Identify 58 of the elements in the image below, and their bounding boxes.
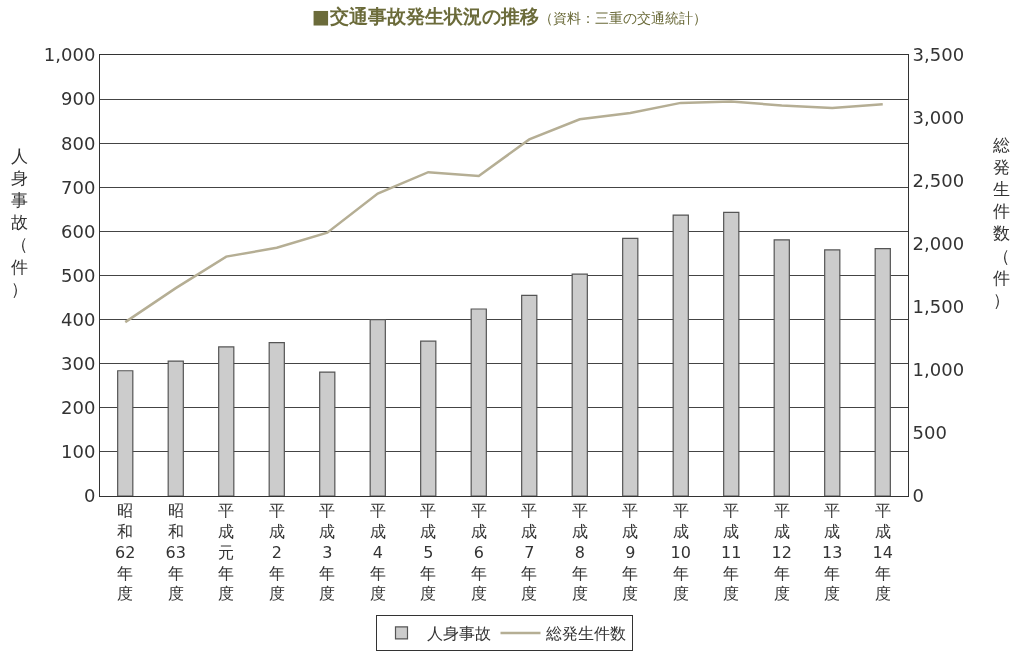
bar: [824, 249, 841, 496]
bar: [622, 237, 639, 496]
bar: [167, 360, 184, 496]
bar: [723, 211, 740, 496]
bar: [773, 239, 790, 496]
x-tick-label: 平成3年度: [319, 501, 336, 604]
y2-tick-label: 500: [912, 422, 947, 444]
x-tick-label: 平成5年度: [420, 501, 437, 604]
y2-axis-title: 総発生件数（件）: [992, 135, 1010, 310]
bar: [521, 294, 538, 496]
x-tick-label: 平成4年度: [369, 501, 386, 604]
chart-subtitle: （資料：三重の交通統計）: [538, 10, 707, 27]
x-tick-label: 平成元年度: [218, 501, 235, 604]
y-tick-label: 100: [61, 441, 96, 463]
y2-tick-label: 2,500: [912, 170, 965, 192]
y-tick-label: 400: [61, 308, 96, 330]
x-tick-label: 平成7年度: [521, 501, 538, 604]
bar: [369, 319, 386, 496]
legend-label: 人身事故: [426, 624, 491, 644]
y-tick-label: 700: [61, 176, 96, 198]
x-tick-label: 平成11年度: [721, 501, 742, 604]
y-tick-label: 600: [61, 220, 96, 242]
x-tick-label: 昭和63年度: [165, 501, 186, 604]
bar: [268, 341, 285, 496]
chart-title: ■交通事故発生状況の推移: [312, 5, 539, 28]
y2-tick-label: 2,000: [912, 233, 965, 255]
y-axis-title: 人身事故（件）: [11, 146, 28, 299]
y2-tick-label: 0: [912, 485, 925, 507]
y-tick-label: 800: [61, 132, 96, 154]
line-series: [124, 100, 884, 324]
y-tick-label: 0: [83, 485, 96, 507]
x-tick-label: 平成13年度: [822, 501, 843, 604]
y2-tick-label: 3,500: [912, 44, 965, 66]
bar: [117, 370, 134, 496]
bar: [571, 273, 588, 496]
y2-tick-label: 1,000: [912, 359, 965, 381]
legend-label: 総発生件数: [544, 624, 626, 644]
y-tick-label: 900: [61, 88, 96, 110]
x-tick-label: 平成9年度: [622, 501, 639, 604]
bar: [218, 346, 235, 496]
x-tick-label: 平成12年度: [771, 501, 792, 604]
y2-tick-label: 1,500: [912, 296, 965, 318]
y-tick-label: 200: [61, 397, 96, 419]
y-tick-label: 300: [61, 353, 96, 374]
x-tick-label: 昭和62年度: [115, 501, 136, 604]
bar: [319, 371, 336, 496]
x-tick-label: 平成6年度: [470, 501, 487, 604]
x-tick-label: 平成10年度: [670, 501, 691, 604]
bar: [874, 248, 891, 496]
bar: [672, 214, 689, 496]
y2-tick-label: 3,000: [912, 107, 965, 129]
bar: [420, 340, 437, 496]
x-tick-label: 平成2年度: [268, 501, 285, 604]
x-tick-label: 平成8年度: [571, 501, 588, 604]
y-tick-label: 1,000: [43, 44, 96, 66]
x-tick-label: 平成14年度: [872, 501, 893, 604]
bar: [470, 308, 487, 496]
y-tick-label: 500: [61, 264, 96, 286]
